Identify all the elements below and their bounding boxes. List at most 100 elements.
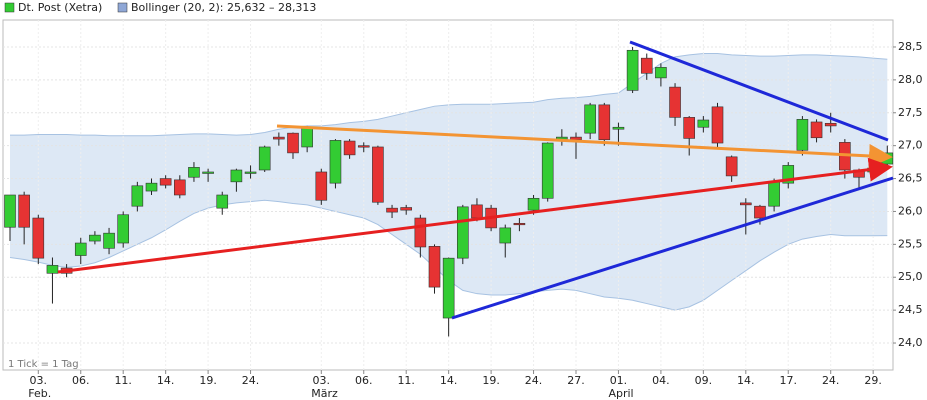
- y-tick-label: 24,0: [898, 336, 923, 349]
- note: 1 Tick = 1 Tag: [8, 359, 79, 370]
- x-tick-label: 11.: [114, 374, 132, 387]
- candle-body: [18, 194, 30, 228]
- candle-body: [202, 171, 214, 174]
- candle-body: [315, 171, 328, 201]
- candle-body: [640, 57, 653, 74]
- candle-body: [287, 132, 299, 154]
- legend-swatch: [4, 2, 15, 13]
- candle-body: [372, 146, 384, 203]
- candle-body: [442, 257, 455, 319]
- candle-body: [456, 206, 469, 259]
- x-tick-label: 29.: [864, 374, 882, 387]
- x-tick-label: 06.: [72, 374, 90, 387]
- candle-body: [541, 142, 554, 199]
- candle-body: [810, 121, 823, 139]
- candle-body: [400, 207, 413, 211]
- x-tick-label: 09.: [695, 374, 713, 387]
- candle-body: [683, 117, 696, 139]
- candle-body: [273, 136, 285, 140]
- candle-body: [329, 140, 342, 184]
- x-tick-label: 14.: [440, 374, 458, 387]
- candle-body: [216, 194, 229, 209]
- candle-body: [159, 178, 172, 186]
- candle-body: [655, 67, 667, 79]
- candle-body: [4, 194, 16, 228]
- x-tick-label: 19.: [199, 374, 217, 387]
- y-tick-label: 26,5: [898, 172, 923, 185]
- candle-body: [824, 122, 837, 127]
- x-tick-label: 17.: [780, 374, 798, 387]
- candle-body: [174, 179, 186, 196]
- candle-body: [796, 119, 809, 151]
- y-tick-label: 27,0: [898, 139, 923, 152]
- x-tick-label: 03.: [30, 374, 48, 387]
- candle-body: [131, 185, 144, 207]
- candle-body: [74, 242, 87, 256]
- candle-body: [188, 167, 200, 178]
- x-tick-label: 06.: [355, 374, 373, 387]
- candle-body: [739, 202, 752, 206]
- candle-body: [669, 86, 681, 118]
- trend-line: [451, 176, 894, 320]
- candle-body: [103, 232, 115, 249]
- candle-body: [244, 171, 257, 174]
- y-tick-label: 28,0: [898, 73, 923, 86]
- candle-body: [527, 197, 540, 211]
- candle-body: [343, 140, 356, 156]
- candle-body: [89, 234, 101, 242]
- legend-swatch: [117, 2, 128, 13]
- trend-line: [57, 157, 893, 274]
- x-tick-label: 19.: [482, 374, 500, 387]
- candle-body: [32, 217, 45, 259]
- candle-body: [768, 181, 780, 207]
- candle-body: [428, 246, 441, 288]
- candle-body: [357, 145, 370, 148]
- y-tick-label: 26,0: [898, 204, 923, 217]
- candle-body: [230, 169, 243, 183]
- candle-body: [386, 207, 398, 213]
- candle-body: [754, 205, 766, 219]
- candle-body: [584, 104, 596, 134]
- x-tick-label: 04.: [652, 374, 670, 387]
- trend-lines: [57, 40, 894, 320]
- candle-body: [697, 119, 710, 128]
- trend-line: [629, 40, 889, 142]
- candle-body: [725, 156, 738, 177]
- x-tick-label: 24.: [822, 374, 840, 387]
- y-tick-label: 25,0: [898, 270, 923, 283]
- y-tick-label: 28,5: [898, 40, 923, 53]
- x-tick-label: 14.: [157, 374, 175, 387]
- month-label: März: [311, 387, 338, 400]
- candle-body: [881, 152, 894, 165]
- month-label: April: [608, 387, 633, 400]
- x-tick-label: 14.: [737, 374, 755, 387]
- x-tick-label: 24.: [525, 374, 543, 387]
- x-tick-label: 27.: [567, 374, 585, 387]
- x-tick-label: 11.: [397, 374, 415, 387]
- legend-label: Dt. Post (Xetra): [18, 1, 102, 14]
- candle-body: [499, 227, 512, 244]
- candle-body: [145, 182, 158, 192]
- legend-label: Bollinger (20, 2): 25,632 – 28,313: [131, 1, 316, 14]
- candle-body: [258, 146, 271, 171]
- candle-body: [626, 49, 639, 91]
- candle-body: [46, 265, 59, 274]
- candle-body: [117, 214, 129, 244]
- candle-body: [782, 165, 795, 184]
- candle-body: [598, 104, 611, 141]
- y-tick-label: 24,5: [898, 303, 923, 316]
- candle-body: [513, 222, 526, 226]
- trend-line: [276, 124, 893, 168]
- candle-body: [711, 106, 724, 144]
- y-tick-label: 27,5: [898, 106, 923, 119]
- candle-body: [414, 217, 427, 248]
- candle-body: [612, 126, 625, 130]
- y-tick-label: 25,5: [898, 237, 923, 250]
- x-tick-label: 03.: [313, 374, 331, 387]
- candle-body: [570, 136, 582, 141]
- month-label: Feb.: [28, 387, 51, 400]
- x-tick-label: 24.: [242, 374, 260, 387]
- candle-body: [471, 204, 483, 219]
- candle-body: [301, 126, 313, 148]
